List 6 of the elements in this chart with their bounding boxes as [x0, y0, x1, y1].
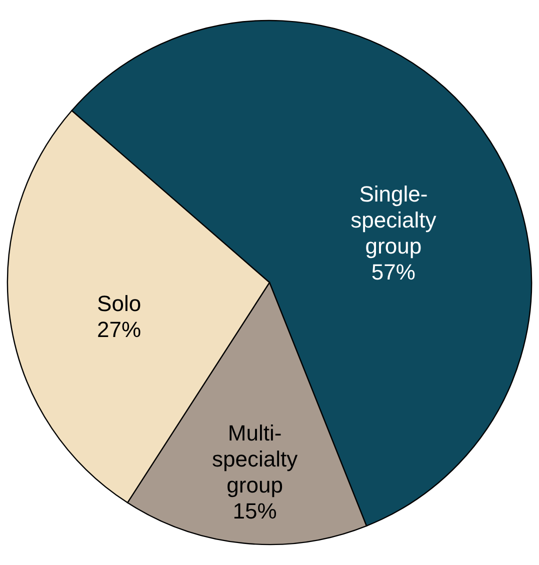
- slice-label: Multi-specialty group: [212, 420, 298, 498]
- data-label: 57%: [371, 260, 416, 285]
- slice-label: Solo: [97, 290, 142, 316]
- slice-label: Single-specialty group: [350, 182, 436, 259]
- data-label: 15%: [232, 498, 277, 524]
- data-label: 27%: [97, 316, 142, 342]
